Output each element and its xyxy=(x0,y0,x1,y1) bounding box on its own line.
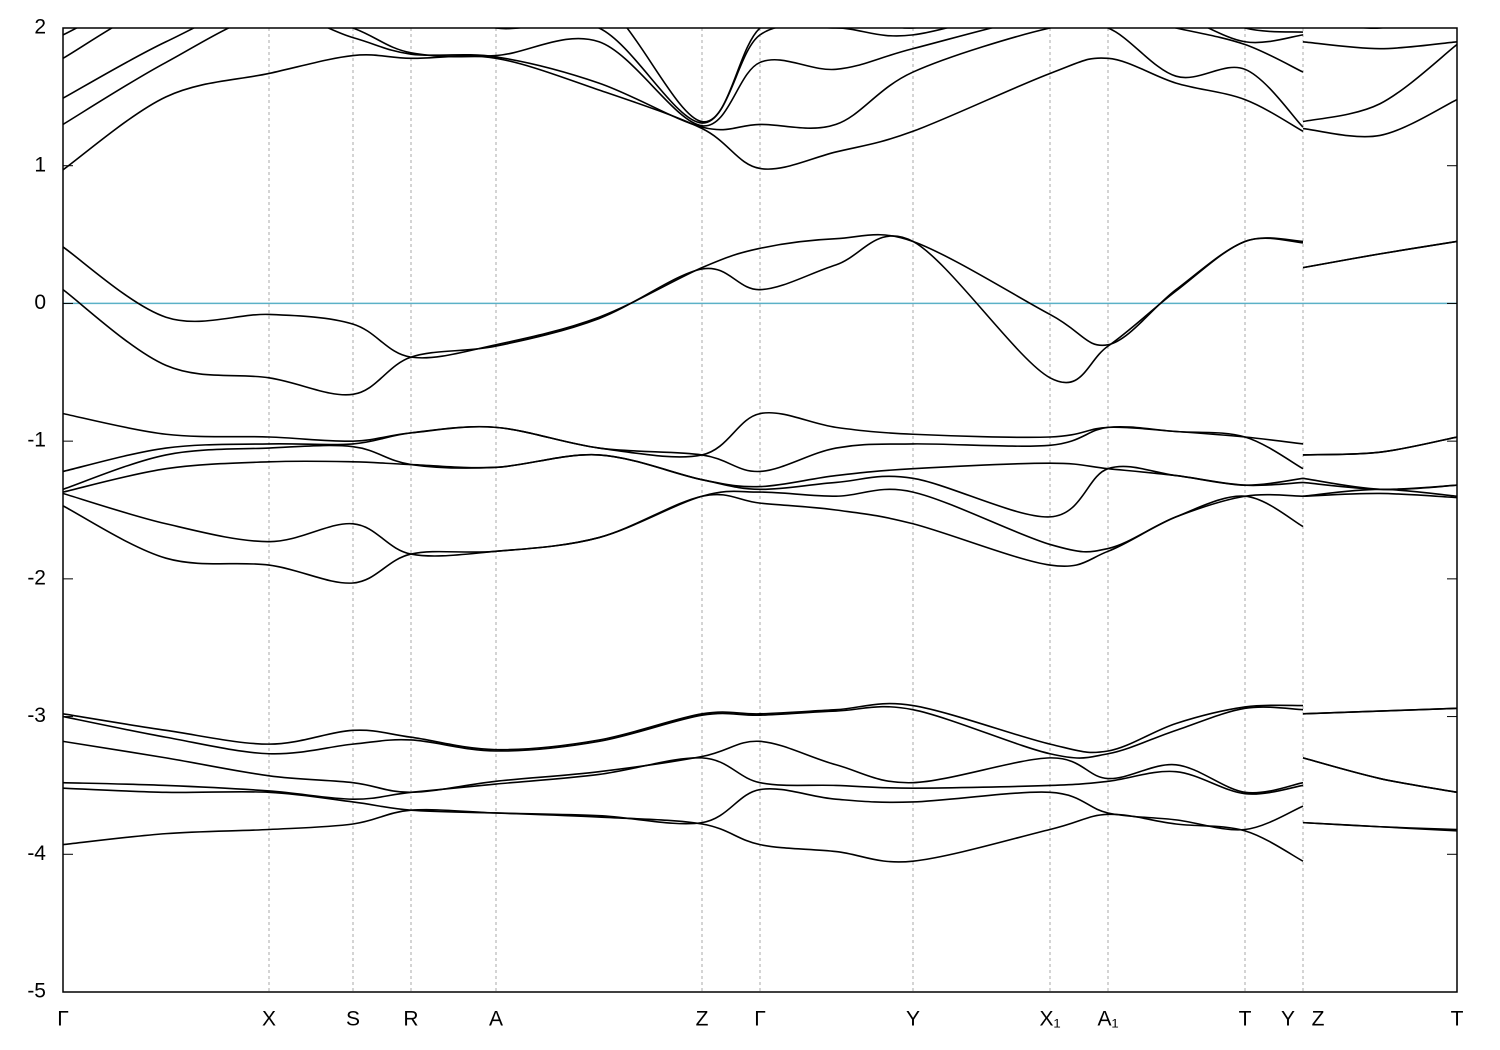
plot-frame xyxy=(62,27,1458,993)
band-line xyxy=(63,808,1457,863)
x-tick-label: A xyxy=(489,1008,503,1031)
grid-layer xyxy=(63,28,1457,992)
band-line xyxy=(63,28,1386,124)
band-line xyxy=(63,757,1457,801)
y-tick-label: 2 xyxy=(34,16,46,39)
x-tick-label: X xyxy=(262,1008,276,1031)
x-tick-label: A₁ xyxy=(1097,1008,1118,1031)
band-line xyxy=(63,233,1457,359)
y-tick-label: 0 xyxy=(34,291,46,314)
x-tick-label: Z xyxy=(696,1008,709,1031)
x-tick-label: Γ xyxy=(754,1008,766,1031)
x-tick-label: R xyxy=(403,1008,418,1031)
y-tick-label: -2 xyxy=(27,566,46,589)
x-tick-label: X₁ xyxy=(1039,1008,1060,1031)
y-tick-label: -4 xyxy=(27,842,46,865)
x-tick-label: Z xyxy=(1312,1008,1325,1031)
band-line xyxy=(63,492,1457,584)
x-tick-label: Y xyxy=(1281,1008,1295,1031)
band-line xyxy=(63,702,1457,754)
band-line xyxy=(63,705,1457,759)
x-tick-label: Γ xyxy=(57,1008,69,1031)
band-line xyxy=(63,54,1457,171)
bands-layer xyxy=(63,28,1457,863)
y-tick-label: -5 xyxy=(27,980,46,1003)
y-tick-label: 1 xyxy=(34,153,46,176)
x-tick-label: T xyxy=(1451,1008,1464,1031)
x-tick-label: Y xyxy=(906,1008,920,1031)
x-tick-label: T xyxy=(1239,1008,1252,1031)
y-tick-label: -1 xyxy=(27,429,46,452)
x-tick-label: S xyxy=(346,1008,360,1031)
band-line xyxy=(63,28,1457,131)
band-line xyxy=(63,28,1457,127)
band-line xyxy=(63,425,1457,473)
y-tick-label: -3 xyxy=(27,704,46,727)
band-line xyxy=(63,235,1457,396)
